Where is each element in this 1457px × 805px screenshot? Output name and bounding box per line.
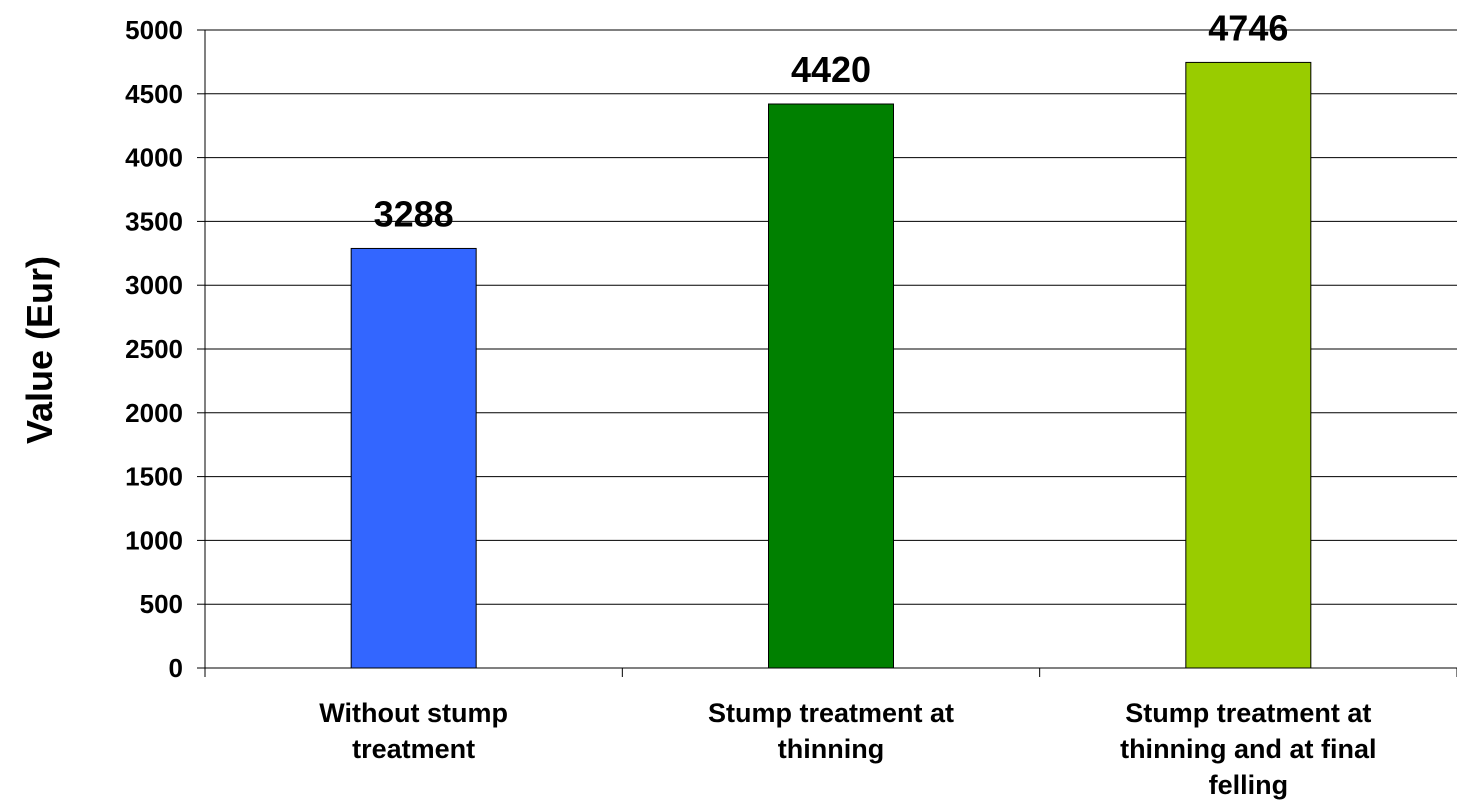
x-category-label-1: Without stump treatment: [319, 698, 508, 764]
data-label-1: 3288: [374, 193, 454, 234]
bar-3: [1185, 61, 1312, 669]
y-tick-label-2000: 2000: [125, 398, 183, 428]
x-category-label-3: Stump treatment at thinning and at final f…: [1120, 698, 1376, 800]
y-tick-label-2500: 2500: [125, 334, 183, 364]
y-tick-label-4000: 4000: [125, 143, 183, 173]
y-tick-label-3000: 3000: [125, 270, 183, 300]
y-tick-label-3500: 3500: [125, 206, 183, 236]
y-tick-label-1000: 1000: [125, 525, 183, 555]
data-labels: 3288 4420 4746: [374, 7, 1289, 234]
x-category-label-2-line-1: Stump treatment at: [708, 698, 954, 728]
y-tick-labels: 0 500 1000 1500 2000 2500 3000 3500 4000 4500 5000: [125, 15, 183, 683]
x-category-label-2: Stump treatment at thinning: [708, 698, 954, 764]
y-tick-label-5000: 5000: [125, 15, 183, 45]
x-category-label-2-line-2: thinning: [778, 734, 884, 764]
x-category-label-1-line-1: Without stump: [319, 698, 508, 728]
x-category-label-3-line-1: Stump treatment at: [1125, 698, 1371, 728]
y-tick-label-1500: 1500: [125, 462, 183, 492]
y-tick-label-500: 500: [140, 589, 183, 619]
bar-2: [768, 103, 894, 669]
y-tick-label-0: 0: [169, 653, 183, 683]
x-category-label-1-line-2: treatment: [352, 734, 475, 764]
y-tick-label-4500: 4500: [125, 79, 183, 109]
data-label-2: 4420: [791, 49, 871, 90]
bars: [350, 61, 1312, 669]
x-category-labels: Without stump treatment Stump treatment at…: [319, 698, 1376, 800]
data-label-3: 4746: [1208, 7, 1288, 48]
x-category-label-3-line-3: felling: [1209, 770, 1289, 800]
x-category-label-3-line-2: thinning and at final: [1120, 734, 1376, 764]
y-axis-label: Value (Eur): [19, 256, 60, 444]
bar-1: [350, 247, 477, 669]
